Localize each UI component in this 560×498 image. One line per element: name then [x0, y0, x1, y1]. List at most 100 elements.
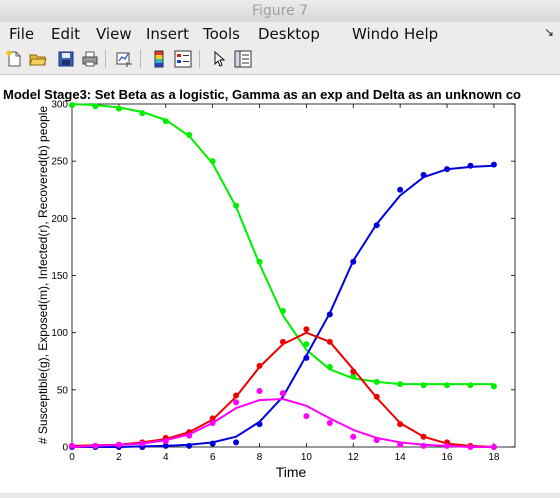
data-point [444, 443, 450, 449]
data-point [116, 442, 122, 448]
menu-tools[interactable]: Tools [203, 25, 240, 43]
x-tick-label: 8 [257, 452, 263, 463]
x-tick-label: 4 [163, 452, 169, 463]
data-point [327, 311, 333, 317]
new-figure-icon[interactable] [5, 50, 23, 68]
data-point [350, 369, 356, 375]
data-point [303, 413, 309, 419]
data-point [257, 421, 263, 427]
data-point [467, 163, 473, 169]
property-editor-icon[interactable] [234, 50, 252, 68]
data-point [421, 434, 427, 440]
data-point [257, 388, 263, 394]
seir-chart: R Model Stage3: Set Beta as a logistic, … [0, 75, 560, 493]
print-icon[interactable] [81, 50, 99, 68]
legend-icon[interactable] [174, 50, 192, 68]
y-tick-label: 50 [57, 385, 69, 396]
menu-bar: File Edit View Insert Tools Desktop Wind… [0, 22, 560, 44]
toolbar-separator [199, 50, 200, 68]
save-icon[interactable] [57, 50, 75, 68]
x-tick-label: 2 [116, 452, 122, 463]
data-point [350, 259, 356, 265]
data-point [257, 259, 263, 265]
colorbar-icon[interactable] [150, 50, 168, 68]
data-point [397, 381, 403, 387]
data-point [233, 393, 239, 399]
data-point [444, 166, 450, 172]
data-point [69, 102, 75, 108]
toolbar-separator [105, 50, 106, 68]
data-point [491, 444, 497, 450]
data-point [280, 308, 286, 314]
data-point [303, 341, 309, 347]
data-point [467, 444, 473, 450]
link-plot-icon[interactable] [115, 50, 133, 68]
data-point [327, 420, 333, 426]
menu-insert[interactable]: Insert [146, 25, 189, 43]
data-point [374, 222, 380, 228]
y-tick-label: 300 [51, 100, 68, 111]
y-tick-label: 200 [51, 214, 68, 225]
menu-edit[interactable]: Edit [51, 25, 80, 43]
data-point [467, 382, 473, 388]
plot-axes-box [72, 104, 515, 447]
data-point [257, 363, 263, 369]
data-point [421, 443, 427, 449]
y-axis-label: # Susceptible(g), Exposed(m), Infected(r… [36, 106, 50, 444]
data-point [233, 439, 239, 445]
data-point [374, 437, 380, 443]
data-point [92, 443, 98, 449]
figure-canvas: R Model Stage3: Set Beta as a logistic, … [0, 75, 560, 493]
data-point [444, 382, 450, 388]
data-point [163, 438, 169, 444]
data-point [397, 187, 403, 193]
x-tick-label: 0 [69, 452, 75, 463]
data-point [163, 118, 169, 124]
data-point [327, 339, 333, 345]
data-point [280, 390, 286, 396]
open-file-icon[interactable] [29, 50, 47, 68]
data-point [491, 383, 497, 389]
data-point [210, 441, 216, 447]
data-point [186, 433, 192, 439]
dock-arrow-icon[interactable]: ↘ [544, 25, 554, 39]
data-point [139, 110, 145, 116]
window-title: Figure 7 [0, 3, 560, 19]
data-point [139, 441, 145, 447]
data-point [92, 103, 98, 109]
data-point [69, 443, 75, 449]
menu-file[interactable]: File [9, 25, 34, 43]
data-point [397, 421, 403, 427]
y-tick-label: 150 [51, 271, 68, 282]
data-point [491, 162, 497, 168]
x-axis-label: Time [276, 464, 307, 480]
menu-window[interactable]: Windo [352, 25, 399, 43]
x-tick-label: 14 [395, 452, 407, 463]
data-point [303, 355, 309, 361]
data-point [186, 443, 192, 449]
y-tick-label: 100 [51, 328, 68, 339]
data-point [421, 382, 427, 388]
pointer-icon[interactable] [210, 50, 228, 68]
x-tick-label: 18 [488, 452, 500, 463]
figure-toolbar [0, 44, 560, 75]
menu-desktop[interactable]: Desktop [258, 25, 320, 43]
x-tick-label: 12 [348, 452, 360, 463]
x-tick-label: 16 [441, 452, 453, 463]
data-point [350, 434, 356, 440]
chart-title: R Model Stage3: Set Beta as a logistic, … [0, 87, 521, 102]
data-point [233, 399, 239, 405]
data-point [374, 394, 380, 400]
data-point [374, 379, 380, 385]
data-point [210, 420, 216, 426]
menu-help[interactable]: Help [404, 25, 438, 43]
menu-view[interactable]: View [96, 25, 132, 43]
x-tick-label: 10 [301, 452, 313, 463]
data-point [210, 158, 216, 164]
y-tick-label: 250 [51, 157, 68, 168]
data-point [421, 172, 427, 178]
y-tick-label: 0 [62, 443, 68, 454]
data-point [303, 326, 309, 332]
toolbar-separator [140, 50, 141, 68]
data-point [186, 132, 192, 138]
